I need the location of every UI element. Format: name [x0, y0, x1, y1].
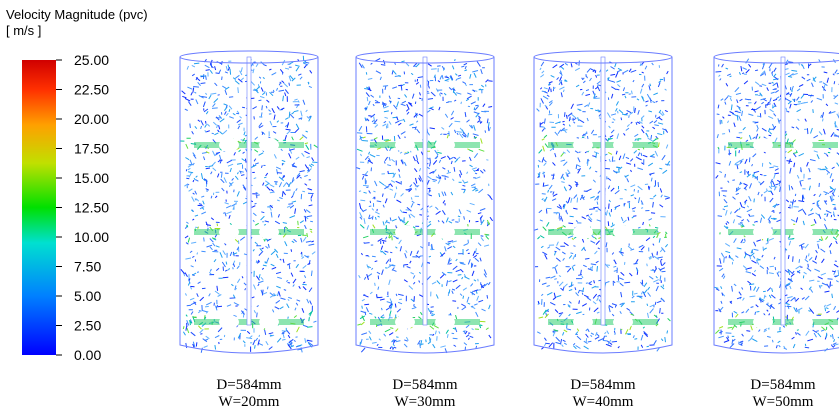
shaft: [423, 57, 427, 325]
cfd-panel: [356, 51, 494, 353]
impeller-hub: [435, 138, 455, 152]
impeller-hub: [793, 225, 813, 239]
impeller-hub: [259, 225, 279, 239]
velocity-vectors: [715, 64, 839, 348]
velocity-vectors: [717, 63, 839, 348]
tick-label: 7.50: [74, 259, 101, 275]
impeller-hub: [573, 225, 593, 239]
colorbar-title: Velocity Magnitude (pvc): [6, 7, 148, 22]
cfd-panel: [534, 51, 672, 353]
panel-label-d: D=584mm: [392, 377, 457, 393]
impeller-hub: [793, 315, 813, 329]
tick-label: 20.00: [74, 111, 109, 127]
impeller-hub: [395, 315, 415, 329]
impeller-hub: [793, 138, 813, 152]
tick-label: 12.50: [74, 200, 109, 216]
impeller-hub: [753, 315, 773, 329]
tick-label: 22.50: [74, 82, 109, 98]
panel-label-d: D=584mm: [216, 377, 281, 393]
impeller-hub: [613, 315, 633, 329]
velocity-vectors: [714, 62, 839, 351]
panel-label-d: D=584mm: [750, 377, 815, 393]
impeller-hub: [573, 138, 593, 152]
shaft: [247, 57, 251, 325]
impeller-hub: [613, 225, 633, 239]
panel-label-w: W=50mm: [753, 394, 814, 410]
cfd-panel: [180, 51, 318, 353]
panel-label-w: W=20mm: [219, 394, 280, 410]
impeller-hub: [753, 138, 773, 152]
impeller-hub: [435, 225, 455, 239]
velocity-vectors: [534, 60, 667, 345]
tick-label: 17.50: [74, 141, 109, 157]
cfd-panel: [714, 51, 839, 353]
tick-label: 0.00: [74, 347, 101, 363]
panel-label-d: D=584mm: [570, 377, 635, 393]
impeller-hub: [219, 315, 239, 329]
velocity-vectors: [717, 59, 839, 350]
velocity-vectors: [716, 62, 839, 349]
impeller-hub: [395, 138, 415, 152]
impeller-hub: [219, 138, 239, 152]
shaft: [601, 57, 605, 325]
impeller-hub: [573, 315, 593, 329]
colorbar-unit: [ m/s ]: [6, 23, 41, 38]
colorbar: [22, 60, 56, 355]
impeller-hub: [259, 315, 279, 329]
tick-label: 25.00: [74, 52, 109, 68]
tick-label: 10.00: [74, 229, 109, 245]
impeller-hub: [753, 225, 773, 239]
impeller-hub: [259, 138, 279, 152]
tick-label: 2.50: [74, 318, 101, 334]
velocity-vectors: [719, 63, 839, 348]
impeller-hub: [219, 225, 239, 239]
shaft: [781, 57, 785, 325]
impeller-hub: [435, 315, 455, 329]
panel-label-w: W=40mm: [573, 394, 634, 410]
figure: Velocity Magnitude (pvc) [ m/s ] 25.00 22…: [0, 0, 839, 410]
tick-label: 15.00: [74, 170, 109, 186]
impeller-hub: [395, 225, 415, 239]
panel-label-w: W=30mm: [395, 394, 456, 410]
impeller-hub: [613, 138, 633, 152]
velocity-vectors: [539, 139, 661, 335]
tick-label: 5.00: [74, 288, 101, 304]
